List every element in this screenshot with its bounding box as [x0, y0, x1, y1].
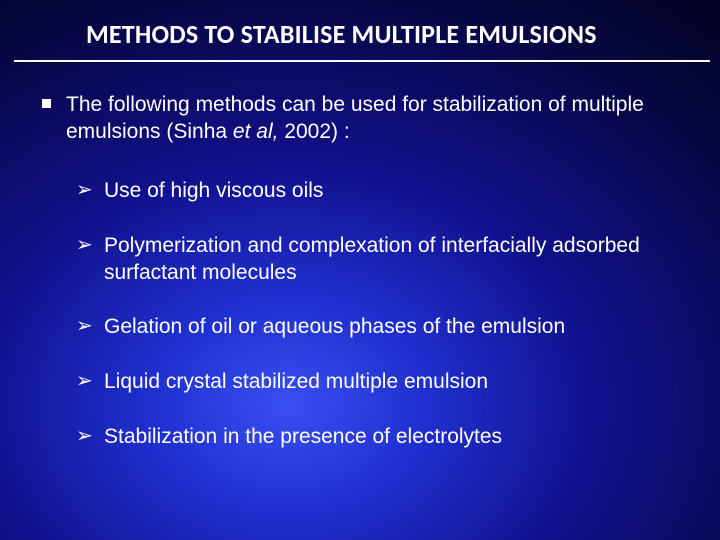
intro-text-italic: et al,: [233, 120, 279, 143]
list-item: ➢ Liquid crystal stabilized multiple emu…: [76, 369, 680, 396]
intro-text-pre: The following methods can be used for st…: [66, 93, 644, 143]
list-item: ➢ Stabilization in the presence of elect…: [76, 424, 680, 451]
intro-text-post: 2002) :: [278, 120, 349, 143]
method-text: Stabilization in the presence of electro…: [104, 425, 502, 448]
slide-content: The following methods can be used for st…: [0, 62, 720, 451]
intro-paragraph: The following methods can be used for st…: [38, 92, 680, 146]
title-container: METHODS TO STABILISE MULTIPLE EMULSIONS: [14, 0, 710, 62]
arrow-bullet-icon: ➢: [76, 178, 93, 204]
slide: METHODS TO STABILISE MULTIPLE EMULSIONS …: [0, 0, 720, 540]
list-item: ➢ Gelation of oil or aqueous phases of t…: [76, 314, 680, 341]
arrow-bullet-icon: ➢: [76, 314, 93, 340]
method-text: Liquid crystal stabilized multiple emuls…: [104, 370, 488, 393]
method-text: Polymerization and complexation of inter…: [104, 234, 640, 284]
arrow-bullet-icon: ➢: [76, 424, 93, 450]
arrow-bullet-icon: ➢: [76, 369, 93, 395]
arrow-bullet-icon: ➢: [76, 233, 93, 259]
list-item: ➢ Polymerization and complexation of int…: [76, 233, 680, 287]
square-bullet-icon: [42, 99, 51, 108]
slide-title: METHODS TO STABILISE MULTIPLE EMULSIONS: [86, 18, 680, 50]
methods-list: ➢ Use of high viscous oils ➢ Polymerizat…: [38, 178, 680, 451]
method-text: Use of high viscous oils: [104, 179, 323, 202]
method-text: Gelation of oil or aqueous phases of the…: [104, 315, 565, 338]
list-item: ➢ Use of high viscous oils: [76, 178, 680, 205]
